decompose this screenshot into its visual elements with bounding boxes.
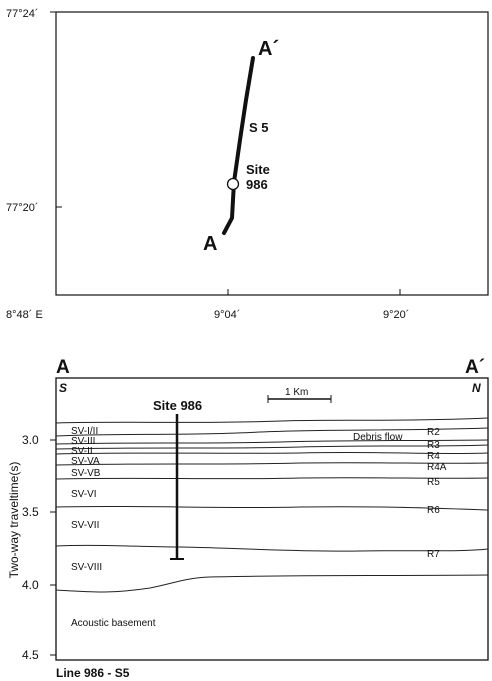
y-tick-label-3-0: 3.0 — [22, 433, 39, 447]
reflector-r4: R4 — [427, 451, 440, 462]
unit-sv-vb: SV-VB — [71, 468, 101, 479]
profile-left-title: A — [56, 357, 70, 378]
lat-label-mid: 77°20´ — [6, 202, 39, 214]
horizon-r4 — [55, 451, 489, 455]
map-frame — [55, 11, 489, 296]
unit-sv-iii: SV-III — [71, 436, 95, 447]
site-986-marker — [226, 177, 240, 191]
location-map: 77°24´ 77°20´ 8°48´ E 9°04´ 9°20´ A´ A S… — [6, 8, 489, 321]
y-tick-label-3-5: 3.5 — [22, 505, 39, 519]
y-axis-label: Two-way traveltime(s) — [7, 462, 21, 579]
y-tick-label-4-0: 4.0 — [22, 578, 39, 592]
unit-sv-viii: SV-VIII — [71, 562, 102, 573]
horizon-r6 — [55, 505, 489, 511]
direction-south: S — [59, 381, 67, 395]
reflector-r4a: R4A — [427, 462, 447, 473]
unit-sv-i-ii: SV-I/II — [71, 426, 98, 437]
acoustic-basement-label: Acoustic basement — [71, 618, 156, 629]
scale-bar-label: 1 Km — [285, 387, 308, 398]
survey-line-s5 — [222, 56, 255, 235]
direction-north: N — [472, 381, 481, 395]
profile-frame — [55, 377, 489, 661]
horizon-r2 — [55, 427, 489, 437]
horizon-r3 — [55, 439, 489, 445]
seismic-profile: A A´ S N 1 Km Two-way traveltime(s) 3.0 … — [7, 357, 489, 680]
horizon-sv-ii — [55, 444, 489, 450]
reflector-r3: R3 — [427, 440, 440, 451]
endpoint-end-label: A´ — [258, 38, 279, 60]
site-label-line2: 986 — [246, 177, 268, 192]
lon-label-right: 9°20´ — [383, 309, 409, 321]
reflector-r2: R2 — [427, 427, 440, 438]
horizon-basement — [55, 574, 489, 593]
horizon-top — [55, 417, 489, 424]
reflector-r5: R5 — [427, 477, 440, 488]
y-tick-label-4-5: 4.5 — [22, 648, 39, 662]
lon-label-mid: 9°04´ — [214, 309, 240, 321]
lat-label-top: 77°24´ — [6, 8, 39, 20]
reflector-horizons — [55, 417, 489, 593]
line-s5-label: S 5 — [249, 120, 269, 135]
debris-flow-label: Debris flow — [353, 432, 403, 443]
lon-label-left: 8°48´ E — [6, 309, 43, 321]
unit-sv-vii: SV-VII — [71, 520, 99, 531]
unit-sv-vi: SV-VI — [71, 489, 97, 500]
reflector-r7: R7 — [427, 549, 440, 560]
endpoint-start-label: A — [203, 233, 217, 255]
horizon-r7 — [55, 544, 489, 552]
unit-sv-ii: SV-II — [71, 446, 93, 457]
profile-caption: Line 986 - S5 — [56, 666, 130, 680]
reflector-r6: R6 — [427, 505, 440, 516]
site-986-label: Site 986 — [153, 398, 202, 413]
site-label-line1: Site — [246, 162, 270, 177]
horizon-r5 — [55, 477, 489, 480]
horizon-r4a — [55, 462, 489, 466]
unit-sv-va: SV-VA — [71, 456, 100, 467]
profile-right-title: A´ — [465, 357, 485, 378]
